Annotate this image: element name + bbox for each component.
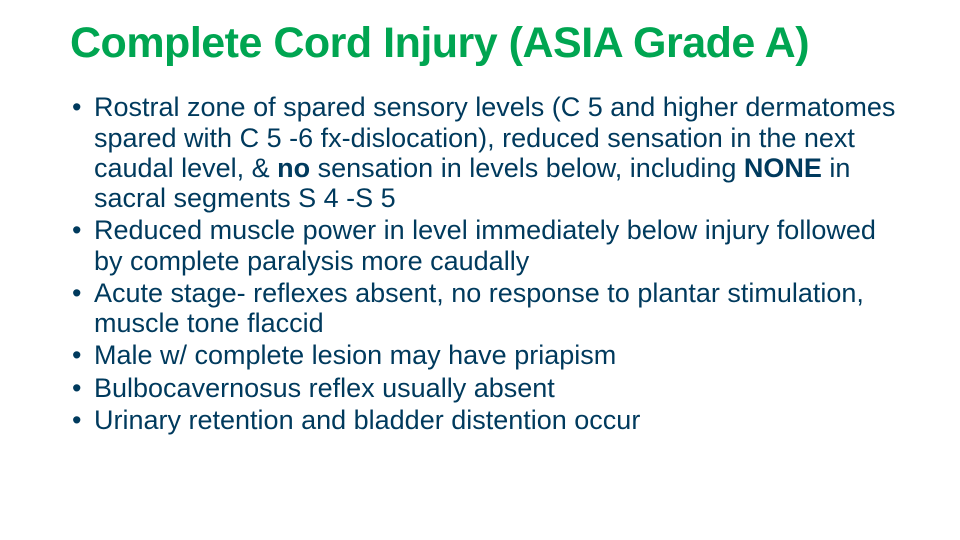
bullet-item: Acute stage- reflexes absent, no respons… [70,278,900,338]
bullet-text: Reduced muscle power in level immediatel… [94,215,876,275]
bullet-item: Male w/ complete lesion may have priapis… [70,340,900,370]
bullet-text: Urinary retention and bladder distention… [94,405,640,435]
bullet-text: Bulbocavernosus reflex usually absent [94,373,555,403]
bullet-item: Bulbocavernosus reflex usually absent [70,373,900,403]
bullet-bold: no [277,153,310,183]
bullet-text: Acute stage- reflexes absent, no respons… [94,278,864,338]
bullet-bold: NONE [744,153,822,183]
bullet-text: sensation in levels below, including [310,153,744,183]
bullet-list: Rostral zone of spared sensory levels (C… [70,92,900,435]
slide: Complete Cord Injury (ASIA Grade A) Rost… [0,0,960,540]
bullet-item: Reduced muscle power in level immediatel… [70,215,900,275]
bullet-item: Rostral zone of spared sensory levels (C… [70,92,900,213]
slide-title: Complete Cord Injury (ASIA Grade A) [70,20,900,66]
bullet-text: Male w/ complete lesion may have priapis… [94,340,616,370]
bullet-item: Urinary retention and bladder distention… [70,405,900,435]
